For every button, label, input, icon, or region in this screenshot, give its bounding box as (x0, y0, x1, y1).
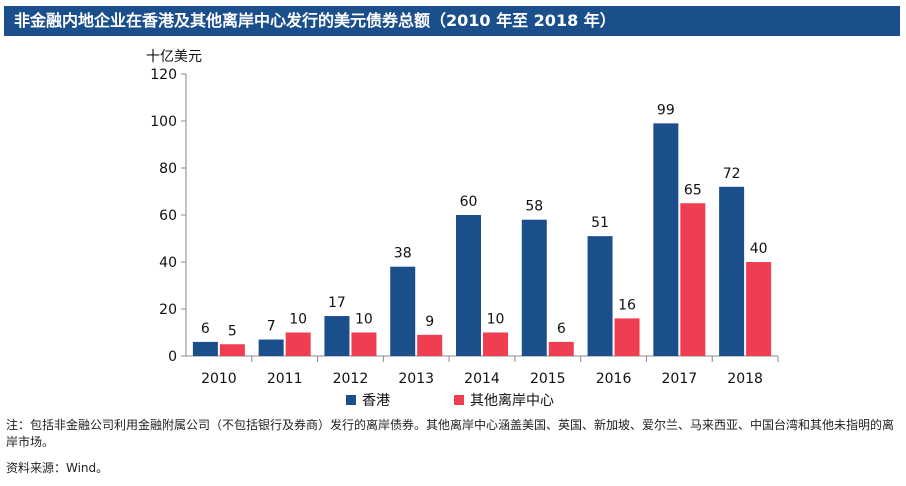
data-label: 99 (657, 102, 675, 118)
data-label: 60 (460, 194, 478, 210)
chart-title: 非金融内地企业在香港及其他离岸中心发行的美元债券总额（2010 年至 2018 … (4, 6, 900, 36)
bar-other-offshore (680, 203, 706, 356)
x-tick-label: 2018 (727, 371, 763, 387)
data-label: 58 (525, 199, 543, 215)
bar-other-offshore (548, 341, 574, 356)
data-label: 72 (723, 166, 741, 182)
bar-hongkong (258, 339, 284, 356)
bar-hongkong (390, 266, 416, 356)
bar-hongkong (324, 316, 350, 356)
bar-other-offshore (417, 334, 443, 356)
y-axis-label: 十亿美元 (146, 49, 202, 65)
data-label: 16 (618, 297, 636, 313)
data-label: 40 (750, 241, 768, 257)
x-tick-label: 2017 (662, 371, 698, 387)
y-tick-label: 60 (159, 208, 177, 224)
x-tick-label: 2014 (464, 371, 500, 387)
y-tick-label: 20 (159, 302, 177, 318)
bar-other-offshore (614, 318, 640, 356)
bar-hongkong (653, 123, 679, 356)
data-label: 17 (328, 295, 346, 311)
data-label: 7 (267, 319, 276, 335)
y-tick-label: 120 (150, 67, 177, 83)
legend-swatch (346, 395, 356, 405)
data-label: 65 (684, 182, 702, 198)
data-label: 51 (591, 215, 609, 231)
footnote: 注：包括非金融公司利用金融附属公司（不包括银行及券商）发行的离岸债券。其他离岸中… (6, 418, 895, 449)
x-tick-label: 2016 (596, 371, 632, 387)
bar-hongkong (192, 341, 218, 356)
y-tick-label: 40 (159, 255, 177, 271)
bar-hongkong (587, 236, 613, 356)
x-tick-label: 2013 (398, 371, 434, 387)
legend-label: 香港 (362, 393, 390, 409)
source-note: 资料来源：Wind。 (6, 461, 109, 475)
y-tick-label: 80 (159, 161, 177, 177)
bar-other-offshore (351, 332, 377, 356)
x-tick-label: 2015 (530, 371, 566, 387)
bar-other-offshore (483, 332, 508, 356)
data-label: 6 (201, 321, 210, 337)
x-tick-label: 2012 (333, 371, 369, 387)
bar-hongkong (456, 215, 481, 356)
bar-other-offshore (285, 332, 311, 356)
bar-hongkong (719, 186, 745, 356)
y-tick-label: 0 (168, 349, 177, 365)
data-label: 38 (394, 246, 412, 262)
y-tick-label: 100 (150, 114, 177, 130)
bar-other-offshore (219, 344, 245, 356)
data-label: 9 (425, 314, 434, 330)
data-label: 6 (557, 321, 566, 337)
legend-label: 其他离岸中心 (470, 392, 554, 409)
data-label: 10 (289, 312, 307, 328)
x-tick-label: 2011 (267, 371, 303, 387)
data-label: 10 (355, 312, 373, 328)
x-tick-label: 2010 (201, 371, 237, 387)
bar-hongkong (521, 219, 547, 356)
legend-swatch (454, 395, 464, 405)
bar-other-offshore (746, 262, 772, 356)
data-label: 5 (228, 323, 237, 339)
data-label: 10 (487, 312, 505, 328)
